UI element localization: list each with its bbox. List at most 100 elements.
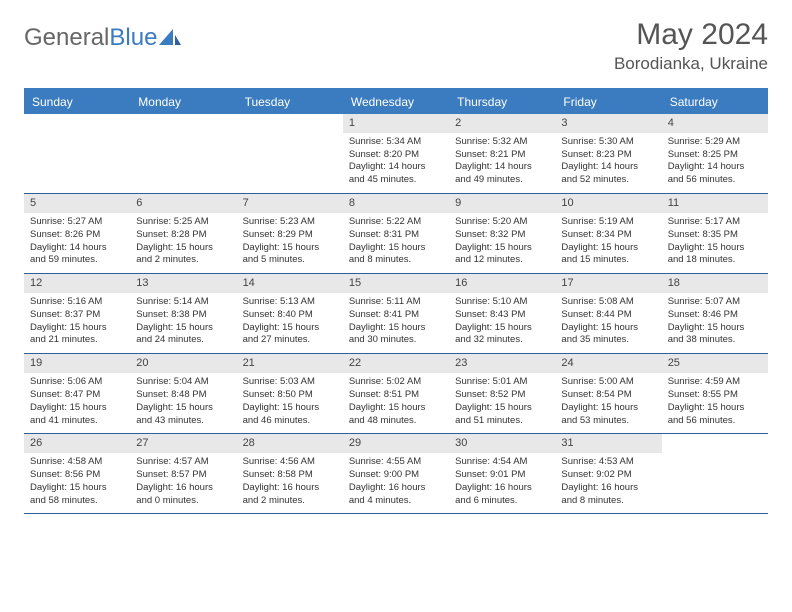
daylight-text: Daylight: 14 hours and 59 minutes.: [30, 242, 124, 268]
weekday-monday: Monday: [130, 90, 236, 114]
daylight-text: Daylight: 14 hours and 45 minutes.: [349, 161, 443, 187]
sunrise-text: Sunrise: 5:11 AM: [349, 296, 443, 309]
day-cell: [237, 114, 343, 193]
daylight-text: Daylight: 15 hours and 51 minutes.: [455, 402, 549, 428]
sunset-text: Sunset: 8:44 PM: [561, 309, 655, 322]
daylight-text: Daylight: 16 hours and 8 minutes.: [561, 482, 655, 508]
day-number: 7: [237, 194, 343, 213]
sunrise-text: Sunrise: 5:06 AM: [30, 376, 124, 389]
day-cell: 12 Sunrise: 5:16 AMSunset: 8:37 PMDayligh…: [24, 274, 130, 353]
day-cell: 23Sunrise: 5:01 AMSunset: 8:52 PMDayligh…: [449, 354, 555, 433]
weekday-saturday: Saturday: [662, 90, 768, 114]
day-number: 23: [449, 354, 555, 373]
day-number: 31: [555, 434, 661, 453]
day-cell: 31Sunrise: 4:53 AMSunset: 9:02 PMDayligh…: [555, 434, 661, 513]
sunrise-text: Sunrise: 5:23 AM: [243, 216, 337, 229]
day-number: 14: [237, 274, 343, 293]
daylight-text: Daylight: 15 hours and 35 minutes.: [561, 322, 655, 348]
day-number: 8: [343, 194, 449, 213]
sunset-text: Sunset: 8:52 PM: [455, 389, 549, 402]
day-cell: 2Sunrise: 5:32 AMSunset: 8:21 PMDaylight…: [449, 114, 555, 193]
sunset-text: Sunset: 8:37 PM: [30, 309, 124, 322]
logo-word1: General: [24, 24, 109, 52]
sunrise-text: Sunrise: 4:59 AM: [668, 376, 762, 389]
sunset-text: Sunset: 8:57 PM: [136, 469, 230, 482]
sunrise-text: Sunrise: 5:07 AM: [668, 296, 762, 309]
day-cell: 27Sunrise: 4:57 AMSunset: 8:57 PMDayligh…: [130, 434, 236, 513]
sunrise-text: Sunrise: 4:54 AM: [455, 456, 549, 469]
weekday-thursday: Thursday: [449, 90, 555, 114]
sunset-text: Sunset: 8:55 PM: [668, 389, 762, 402]
day-cell: 29Sunrise: 4:55 AMSunset: 9:00 PMDayligh…: [343, 434, 449, 513]
daylight-text: Daylight: 15 hours and 21 minutes.: [30, 322, 124, 348]
daylight-text: Daylight: 15 hours and 2 minutes.: [136, 242, 230, 268]
daylight-text: Daylight: 14 hours and 56 minutes.: [668, 161, 762, 187]
day-cell: 4Sunrise: 5:29 AMSunset: 8:25 PMDaylight…: [662, 114, 768, 193]
week-row: 26Sunrise: 4:58 AMSunset: 8:56 PMDayligh…: [24, 434, 768, 514]
calendar: SundayMondayTuesdayWednesdayThursdayFrid…: [24, 88, 768, 514]
day-cell: 5 Sunrise: 5:27 AMSunset: 8:26 PMDaylight…: [24, 194, 130, 273]
weekday-sunday: Sunday: [24, 90, 130, 114]
day-number: 22: [343, 354, 449, 373]
daylight-text: Daylight: 15 hours and 56 minutes.: [668, 402, 762, 428]
daylight-text: Daylight: 15 hours and 30 minutes.: [349, 322, 443, 348]
daylight-text: Daylight: 15 hours and 8 minutes.: [349, 242, 443, 268]
daylight-text: Daylight: 15 hours and 24 minutes.: [136, 322, 230, 348]
day-number: 13: [130, 274, 236, 293]
sunrise-text: Sunrise: 5:22 AM: [349, 216, 443, 229]
location: Borodianka, Ukraine: [614, 54, 768, 74]
day-cell: 10Sunrise: 5:19 AMSunset: 8:34 PMDayligh…: [555, 194, 661, 273]
sunset-text: Sunset: 8:47 PM: [30, 389, 124, 402]
sunrise-text: Sunrise: 4:56 AM: [243, 456, 337, 469]
day-number: 15: [343, 274, 449, 293]
sunrise-text: Sunrise: 4:57 AM: [136, 456, 230, 469]
daylight-text: Daylight: 15 hours and 41 minutes.: [30, 402, 124, 428]
sunset-text: Sunset: 8:26 PM: [30, 229, 124, 242]
sunset-text: Sunset: 8:25 PM: [668, 149, 762, 162]
sunset-text: Sunset: 8:40 PM: [243, 309, 337, 322]
day-cell: 8 Sunrise: 5:22 AMSunset: 8:31 PMDaylight…: [343, 194, 449, 273]
sunset-text: Sunset: 8:48 PM: [136, 389, 230, 402]
daylight-text: Daylight: 15 hours and 58 minutes.: [30, 482, 124, 508]
sunset-text: Sunset: 8:29 PM: [243, 229, 337, 242]
sunrise-text: Sunrise: 5:32 AM: [455, 136, 549, 149]
day-number: 12: [24, 274, 130, 293]
day-cell: 18Sunrise: 5:07 AMSunset: 8:46 PMDayligh…: [662, 274, 768, 353]
daylight-text: Daylight: 15 hours and 12 minutes.: [455, 242, 549, 268]
day-number: 26: [24, 434, 130, 453]
day-number: 25: [662, 354, 768, 373]
sunset-text: Sunset: 9:02 PM: [561, 469, 655, 482]
sunrise-text: Sunrise: 4:55 AM: [349, 456, 443, 469]
weekday-wednesday: Wednesday: [343, 90, 449, 114]
daylight-text: Daylight: 14 hours and 49 minutes.: [455, 161, 549, 187]
day-number: 18: [662, 274, 768, 293]
day-cell: 3Sunrise: 5:30 AMSunset: 8:23 PMDaylight…: [555, 114, 661, 193]
day-number: 28: [237, 434, 343, 453]
sunrise-text: Sunrise: 5:27 AM: [30, 216, 124, 229]
sunset-text: Sunset: 8:38 PM: [136, 309, 230, 322]
week-row: 1Sunrise: 5:34 AMSunset: 8:20 PMDaylight…: [24, 114, 768, 194]
day-number: 17: [555, 274, 661, 293]
day-number: 5: [24, 194, 130, 213]
daylight-text: Daylight: 16 hours and 4 minutes.: [349, 482, 443, 508]
sunset-text: Sunset: 8:31 PM: [349, 229, 443, 242]
logo: GeneralBlue: [24, 18, 181, 52]
day-cell: 22Sunrise: 5:02 AMSunset: 8:51 PMDayligh…: [343, 354, 449, 433]
daylight-text: Daylight: 16 hours and 0 minutes.: [136, 482, 230, 508]
sunrise-text: Sunrise: 5:00 AM: [561, 376, 655, 389]
sunset-text: Sunset: 8:28 PM: [136, 229, 230, 242]
day-number: 21: [237, 354, 343, 373]
sunrise-text: Sunrise: 5:08 AM: [561, 296, 655, 309]
day-cell: 25 Sunrise: 4:59 AMSunset: 8:55 PMDayligh…: [662, 354, 768, 433]
sunrise-text: Sunrise: 5:34 AM: [349, 136, 443, 149]
day-cell: 7Sunrise: 5:23 AMSunset: 8:29 PMDaylight…: [237, 194, 343, 273]
week-row: 19Sunrise: 5:06 AMSunset: 8:47 PMDayligh…: [24, 354, 768, 434]
day-cell: 24Sunrise: 5:00 AMSunset: 8:54 PMDayligh…: [555, 354, 661, 433]
day-cell: [130, 114, 236, 193]
sunrise-text: Sunrise: 5:16 AM: [30, 296, 124, 309]
day-number: 4: [662, 114, 768, 133]
month-title: May 2024: [614, 18, 768, 52]
sunrise-text: Sunrise: 5:30 AM: [561, 136, 655, 149]
daylight-text: Daylight: 15 hours and 43 minutes.: [136, 402, 230, 428]
logo-word2: Blue: [109, 24, 157, 52]
